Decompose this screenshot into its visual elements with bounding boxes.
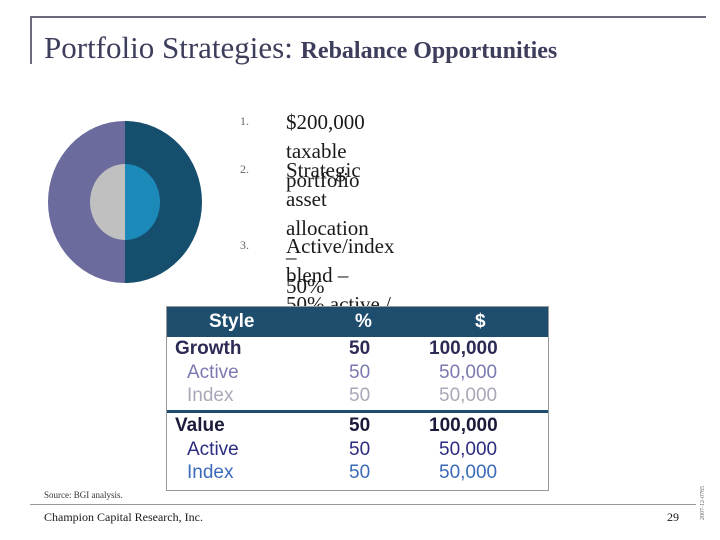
donut-outer-value-slice	[48, 121, 125, 283]
table-header: Style % $	[167, 307, 548, 337]
cell-style: Value	[175, 415, 225, 436]
cell-percent: 50	[349, 338, 371, 359]
source-note: Source: BGI analysis.	[44, 490, 123, 500]
list-number: 3.	[240, 238, 249, 252]
table-row: Growth 50 100,000	[167, 338, 548, 361]
title-frame-left	[30, 16, 32, 64]
cell-style: Growth	[175, 338, 242, 359]
list-text: Strategic asset allocation –	[286, 158, 369, 269]
slide-title: Portfolio Strategies: Rebalance Opportun…	[44, 30, 557, 66]
allocation-table: Style % $ Growth 50 100,000 Active 50 50…	[166, 306, 549, 491]
allocation-donut-chart	[48, 121, 202, 283]
title-frame-top	[30, 16, 706, 18]
cell-percent: 50	[349, 439, 371, 460]
donut-inner-index-slice	[90, 164, 125, 240]
table-row: Index 50 50,000	[167, 462, 548, 485]
document-code: 2007-12-0785	[700, 486, 706, 520]
cell-dollar: 50,000	[439, 385, 498, 406]
header-percent: %	[355, 311, 372, 332]
title-sub: Rebalance Opportunities	[300, 38, 558, 64]
cell-percent: 50	[349, 462, 371, 483]
cell-dollar: 50,000	[439, 439, 498, 460]
table-row: Active 50 50,000	[167, 362, 548, 385]
header-style: Style	[209, 311, 255, 332]
cell-percent: 50	[349, 362, 371, 383]
footer-company: Champion Capital Research, Inc.	[44, 510, 203, 524]
list-number: 1.	[240, 114, 249, 128]
page-number: 29	[667, 510, 679, 524]
cell-percent: 50	[349, 385, 371, 406]
donut-inner-active-slice	[125, 164, 160, 240]
cell-style: Active	[187, 362, 239, 383]
title-main: Portfolio Strategies:	[44, 30, 293, 65]
cell-style: Index	[187, 462, 234, 483]
list-number: 2.	[240, 162, 249, 176]
table-row: Index 50 50,000	[167, 385, 548, 408]
footer-rule	[30, 504, 696, 505]
list-text: Active/index blend –	[286, 234, 395, 287]
table-row: Value 50 100,000	[167, 415, 548, 438]
table-row: Active 50 50,000	[167, 439, 548, 462]
header-dollar: $	[475, 311, 486, 332]
group-divider	[167, 410, 548, 413]
cell-dollar: 100,000	[429, 415, 498, 436]
cell-dollar: 50,000	[439, 462, 498, 483]
donut-outer-growth-slice	[125, 121, 202, 283]
cell-style: Index	[187, 385, 234, 406]
cell-dollar: 50,000	[439, 362, 498, 383]
cell-dollar: 100,000	[429, 338, 498, 359]
cell-percent: 50	[349, 415, 371, 436]
cell-style: Active	[187, 439, 239, 460]
list-text: $200,000 taxable portfolio	[286, 110, 365, 192]
